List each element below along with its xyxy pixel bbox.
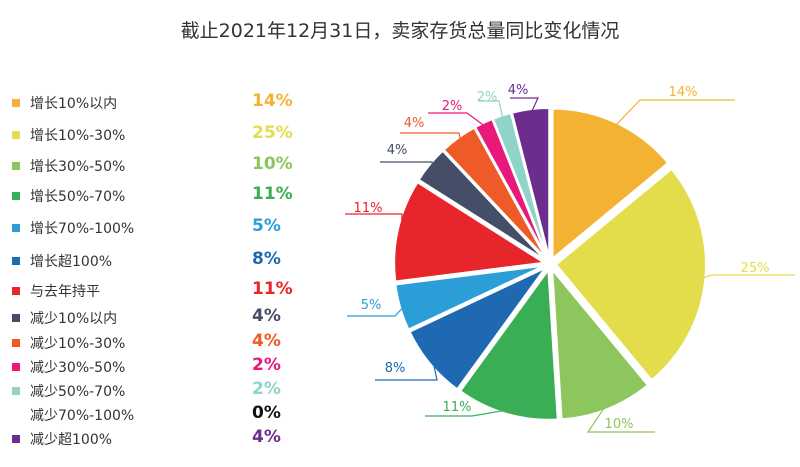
legend-label: 增长10%以内: [30, 96, 118, 112]
leader-line: [586, 404, 655, 433]
pie-slice: [442, 126, 548, 260]
legend-label: 减少10%-30%: [30, 336, 126, 352]
data-label: 4%: [508, 83, 529, 98]
legend-swatch: [12, 435, 20, 443]
legend-value: 2%: [252, 355, 281, 375]
pie-slice: [458, 266, 559, 421]
data-label: 11%: [354, 201, 383, 216]
data-label: 14%: [669, 85, 698, 100]
pie-slice: [551, 266, 650, 421]
leader-line: [428, 112, 486, 127]
legend-item: 增长70%-100% 5%: [12, 216, 302, 238]
legend-item: 减少30%-50% 2%: [12, 355, 302, 377]
legend-item: 增长超100% 8%: [12, 249, 302, 271]
data-label: 10%: [605, 417, 634, 432]
legend-value: 4%: [252, 306, 281, 326]
legend-value: 11%: [252, 184, 293, 204]
legend-swatch: [12, 339, 20, 347]
legend-swatch: [12, 131, 20, 139]
legend-label: 增长50%-70%: [30, 189, 126, 205]
legend-value: 25%: [252, 123, 293, 143]
legend-swatch: [12, 363, 20, 371]
data-label: 4%: [404, 116, 425, 131]
legend-item: 增长30%-50% 10%: [12, 154, 302, 176]
legend-item: 增长10%以内 14%: [12, 91, 302, 113]
data-label: 11%: [443, 400, 472, 415]
pie-slice: [551, 107, 670, 261]
legend-swatch: [12, 99, 20, 107]
leader-line: [400, 132, 462, 142]
leader-line: [375, 360, 438, 381]
data-label: 4%: [387, 143, 408, 158]
legend-item: 减少10%-30% 4%: [12, 331, 302, 353]
legend-swatch: [12, 287, 20, 295]
data-label: 2%: [477, 90, 498, 105]
pie-slice: [394, 264, 545, 331]
legend-swatch: [12, 192, 20, 200]
leader-line: [701, 274, 795, 279]
data-label: 5%: [361, 298, 382, 313]
legend-value: 4%: [252, 331, 281, 351]
pie-slice: [510, 107, 551, 259]
legend-swatch: [12, 387, 20, 395]
legend-value: 11%: [252, 279, 293, 299]
legend-label: 增长10%-30%: [30, 128, 126, 144]
legend-value: 0%: [252, 403, 281, 423]
legend-value: 10%: [252, 154, 293, 174]
legend-value: 2%: [252, 379, 281, 399]
chart-title: 截止2021年12月31日，卖家存货总量同比变化情况: [180, 20, 620, 42]
legend-swatch: [12, 257, 20, 265]
legend-label: 减少30%-50%: [30, 360, 126, 376]
leader-line: [380, 161, 434, 168]
legend-swatch: [12, 224, 20, 232]
pie-slice: [393, 180, 548, 283]
legend-swatch: [12, 162, 20, 170]
legend-label: 减少50%-70%: [30, 384, 126, 400]
legend-label: 增长70%-100%: [30, 221, 135, 237]
data-label: 8%: [385, 361, 406, 376]
legend-value: 14%: [252, 91, 293, 111]
legend-label: 减少超100%: [30, 432, 113, 448]
legend-value: 8%: [252, 249, 281, 269]
legend-item: 增长10%-30% 25%: [12, 123, 302, 145]
legend-value: 5%: [252, 216, 281, 236]
pie-slice: [554, 167, 707, 382]
pie-slice: [417, 149, 547, 262]
pie-slice: [408, 266, 547, 391]
legend-item: 减少50%-70% 2%: [12, 379, 302, 401]
data-label: 2%: [442, 99, 463, 114]
legend-item: 增长50%-70% 11%: [12, 184, 302, 206]
leader-line: [347, 305, 405, 317]
legend-label: 增长30%-50%: [30, 159, 126, 175]
leader-line: [614, 99, 735, 127]
leader-line: [478, 100, 504, 120]
legend-label: 增长超100%: [30, 254, 113, 270]
legend-swatch: [12, 314, 20, 322]
legend-label: 与去年持平: [30, 284, 100, 300]
legend-label: 减少10%以内: [30, 311, 118, 327]
legend-item: 减少超100% 4%: [12, 427, 302, 449]
leader-line: [425, 409, 508, 417]
legend-item: 与去年持平 11%: [12, 279, 302, 301]
legend-value: 4%: [252, 427, 281, 447]
legend-item: 减少70%-100% 0%: [12, 403, 302, 425]
leader-line: [510, 97, 539, 114]
legend-label: 减少70%-100%: [30, 408, 135, 424]
legend-item: 减少10%以内 4%: [12, 306, 302, 328]
leader-line: [345, 213, 403, 231]
data-label: 25%: [741, 261, 770, 276]
